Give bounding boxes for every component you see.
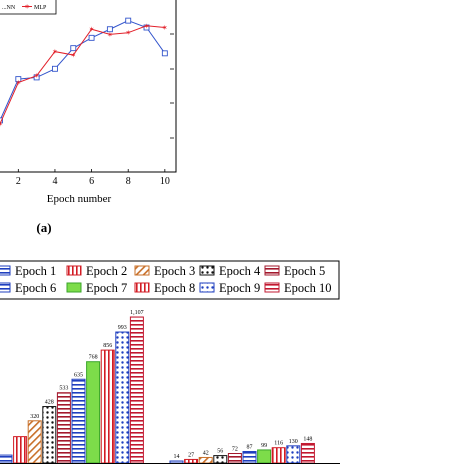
point-cnn (143, 24, 150, 31)
bar-group-2-epoch-5 (227, 453, 242, 464)
legend-label-epoch-4: Epoch 4 (219, 264, 261, 278)
bar-value-label: 1,107 (130, 310, 144, 316)
bar-value-label: 56 (217, 449, 223, 455)
series-line-cnn (0, 20, 166, 121)
legend-label-epoch-9: Epoch 9 (219, 281, 260, 295)
bar-group-1-epoch-8 (100, 349, 115, 464)
bar-group-2-epoch-9 (286, 445, 301, 464)
bar-group-1-epoch-4 (42, 406, 57, 464)
point-mlp: ✶ (162, 24, 168, 32)
bar-value-label: 768 (89, 355, 98, 361)
line-x-ticks: 2 4 6 8 10 (16, 169, 170, 187)
point-mlp: ✶ (70, 52, 76, 60)
bar-legend: Epoch 1 Epoch 2 Epoch 3 Epoch 4 Epoch 5 Epoch… (0, 260, 340, 300)
point-cnn (15, 76, 22, 83)
bar-group-1-epoch-9 (115, 331, 130, 464)
bar-value-label: 99 (261, 443, 267, 449)
bar-value-label: 116 (274, 441, 283, 447)
legend-star-mlp: ✶ (24, 3, 30, 11)
bar-value-label: 428 (45, 400, 54, 406)
bar-value-label: 72 (232, 447, 238, 453)
line-chart-frame (0, 0, 177, 173)
line-series: ✶ ✶ ✶ ✶ ✶ ✶ ✶ ✶ ✶ ✶ (0, 17, 168, 128)
bar-group-2-epoch-7 (257, 449, 272, 464)
legend-swatch-epoch-10 (264, 282, 280, 293)
legend-swatch-epoch-2 (66, 265, 82, 276)
bar-group-2-epoch-10 (300, 442, 315, 464)
legend-swatch-epoch-4 (199, 265, 215, 276)
bar-legend-box (0, 260, 340, 300)
point-mlp: ✶ (125, 29, 131, 37)
legend-swatch-epoch-9 (199, 282, 215, 293)
bar-value-label: 87 (247, 445, 253, 451)
bar-group-1-epoch-10 (129, 316, 144, 464)
bar-group-2-epoch-4 (213, 455, 228, 464)
line-chart: 2 4 6 8 10 ✶ ✶ ✶ ✶ ✶ ✶ ✶ ✶ ✶ ✶ ...NN ✶ MLP Epoch numb… (0, 0, 177, 235)
bar-chart: Epoch 1 Epoch 2 Epoch 3 Epoch 4 Epoch 5 Epoch… (0, 260, 340, 464)
bar-group-1-epoch-2 (13, 436, 28, 464)
legend-label-mlp: MLP (34, 5, 47, 11)
line-x-tick-label: 6 (89, 176, 94, 187)
legend-label-epoch-6: Epoch 6 (15, 281, 56, 295)
point-cnn (51, 65, 58, 72)
point-cnn (161, 50, 168, 57)
legend-swatch-epoch-6 (0, 282, 11, 293)
legend-swatch-epoch-1 (0, 265, 11, 276)
series-line-mlp (0, 25, 165, 125)
bar-value-label: 42 (203, 450, 209, 456)
bar-group-1-epoch-1 (0, 454, 13, 464)
legend-swatch-epoch-3 (134, 265, 150, 276)
legend-label-epoch-1: Epoch 1 (15, 264, 56, 278)
panel-label-a: (a) (36, 220, 51, 235)
legend-label-cnn: ...NN (2, 5, 16, 11)
line-x-tick-label: 4 (52, 176, 57, 187)
bar-value-label: 14 (174, 454, 180, 460)
line-y-ticks (170, 33, 174, 139)
bar-group-1-epoch-6 (71, 378, 86, 464)
legend-label-epoch-2: Epoch 2 (86, 264, 127, 278)
legend-swatch-epoch-8 (134, 282, 150, 293)
bar-group-1-epoch-5 (56, 392, 71, 464)
point-cnn (125, 17, 132, 24)
line-x-tick-label: 10 (160, 176, 170, 187)
bar-group-1-epoch-7 (86, 361, 101, 464)
bar-value-label: 148 (303, 436, 312, 442)
point-mlp: ✶ (15, 79, 21, 87)
point-mlp: ✶ (52, 48, 58, 56)
bar-marks: 320 428 533 635 768 856 993 1,107 14 27 42 56 72 87 99… (0, 310, 315, 464)
bar-group-1-epoch-3 (27, 420, 42, 464)
point-cnn (106, 26, 113, 33)
line-x-tick-label: 8 (126, 176, 131, 187)
point-mlp: ✶ (89, 26, 95, 34)
bar-value-label: 533 (59, 386, 68, 392)
bar-group-2-epoch-1 (169, 460, 184, 464)
legend-label-epoch-3: Epoch 3 (154, 264, 195, 278)
bar-value-label: 993 (118, 325, 127, 331)
point-mlp: ✶ (34, 72, 40, 80)
bar-value-label: 27 (188, 452, 194, 458)
line-x-tick-label: 2 (16, 176, 21, 187)
line-x-axis-label: Epoch number (47, 193, 112, 205)
bar-value-label: 320 (30, 414, 39, 420)
line-legend: ...NN ✶ MLP (0, 0, 57, 15)
bar-value-label: 856 (103, 343, 112, 349)
point-cnn (88, 34, 95, 41)
point-mlp: ✶ (144, 22, 150, 30)
bar-group-2-epoch-3 (198, 456, 213, 464)
bar-group-2-epoch-8 (271, 447, 286, 464)
bar-value-label: 635 (74, 372, 83, 378)
point-mlp: ✶ (0, 120, 3, 128)
point-mlp: ✶ (107, 31, 113, 39)
bar-group-2-epoch-6 (242, 451, 257, 464)
bar-value-label: 130 (289, 439, 298, 445)
legend-label-epoch-5: Epoch 5 (284, 264, 325, 278)
legend-label-epoch-8: Epoch 8 (154, 281, 195, 295)
legend-label-epoch-7: Epoch 7 (86, 281, 127, 295)
legend-swatch-epoch-7 (66, 282, 82, 293)
legend-swatch-epoch-5 (264, 265, 280, 276)
bar-group-2-epoch-2 (184, 458, 199, 464)
legend-label-epoch-10: Epoch 10 (284, 281, 332, 295)
point-cnn (70, 45, 77, 52)
